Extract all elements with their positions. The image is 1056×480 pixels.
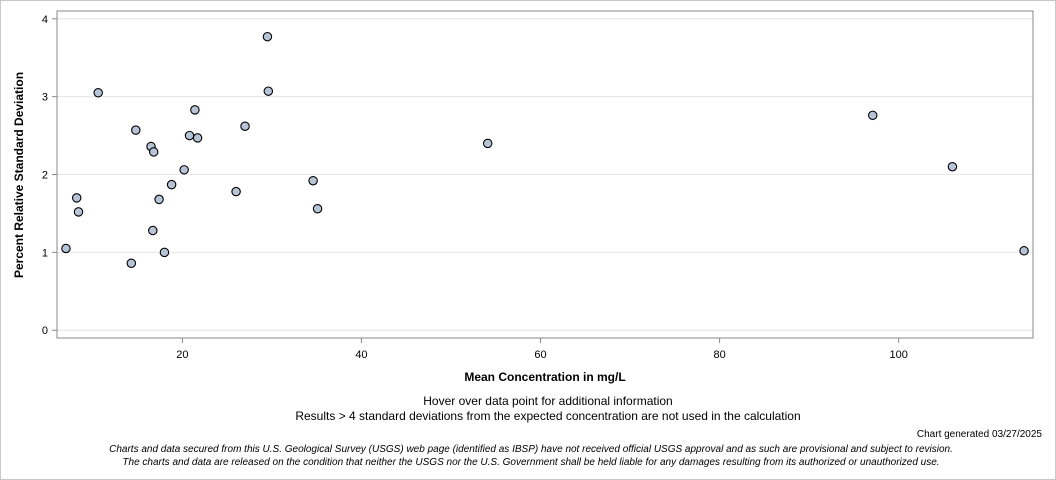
x-tick-label: 80 <box>713 349 725 361</box>
hover-note: Hover over data point for additional inf… <box>423 394 673 408</box>
data-point[interactable] <box>148 147 159 157</box>
y-tick-label: 3 <box>42 92 48 104</box>
x-tick-label: 40 <box>355 349 367 361</box>
data-point[interactable] <box>947 161 958 172</box>
data-point[interactable] <box>93 88 103 98</box>
axis-ticks: 0 1 2 3 4 20 40 60 80 100 <box>42 14 908 361</box>
data-point[interactable] <box>482 138 493 149</box>
x-axis-label: Mean Concentration in mg/L <box>464 370 625 384</box>
x-tick-label: 60 <box>534 349 546 361</box>
data-point[interactable] <box>166 179 177 190</box>
data-point[interactable] <box>262 31 273 42</box>
y-tick-label: 2 <box>42 170 48 182</box>
disclaimer-line-2: The charts and data are released on the … <box>122 457 940 468</box>
disclaimer-line-1: Charts and data secured from this U.S. G… <box>109 444 953 455</box>
x-tick-label: 100 <box>890 349 908 361</box>
data-points <box>61 31 1029 269</box>
y-tick-label: 1 <box>42 247 48 259</box>
data-point[interactable] <box>148 225 158 236</box>
data-point[interactable] <box>131 125 141 135</box>
data-point[interactable] <box>308 175 318 186</box>
data-point[interactable] <box>184 130 195 141</box>
grid-lines <box>57 18 1033 331</box>
y-axis-label: Percent Relative Standard Deviation <box>12 72 26 278</box>
x-tick-label: 20 <box>176 349 188 361</box>
data-point[interactable] <box>179 165 189 175</box>
data-point[interactable] <box>1019 246 1029 256</box>
y-tick-label: 4 <box>42 14 48 26</box>
data-point[interactable] <box>61 243 71 254</box>
y-tick-label: 0 <box>42 325 48 337</box>
data-point[interactable] <box>240 121 250 131</box>
data-point[interactable] <box>71 193 82 203</box>
data-point[interactable] <box>190 105 200 115</box>
data-point[interactable] <box>263 86 274 96</box>
scatter-chart: 0 1 2 3 4 20 40 60 80 100 Mean Concentration in m… <box>12 10 1034 384</box>
data-point[interactable] <box>154 194 164 205</box>
chart-generated-date: Chart generated 03/27/2025 <box>916 429 1042 440</box>
data-point[interactable] <box>231 186 241 197</box>
data-point[interactable] <box>126 258 137 269</box>
data-point[interactable] <box>867 110 878 121</box>
data-point[interactable] <box>192 133 203 143</box>
results-note: Results > 4 standard deviations from the… <box>295 409 801 423</box>
data-point[interactable] <box>159 247 170 258</box>
data-point[interactable] <box>312 204 323 214</box>
data-point[interactable] <box>73 207 84 217</box>
